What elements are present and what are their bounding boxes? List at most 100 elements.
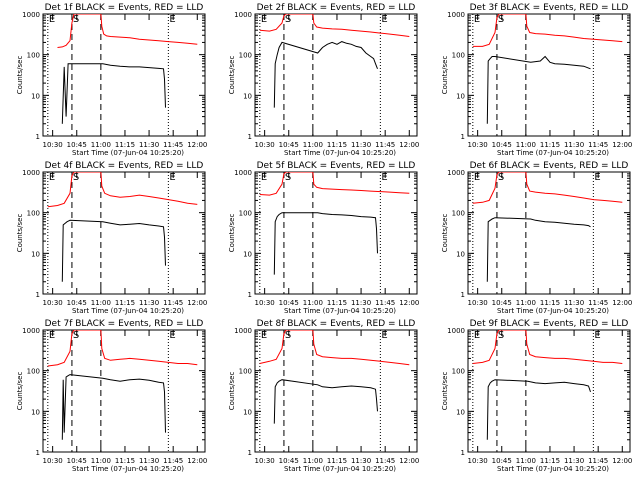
x-tick-label: 10:45 — [492, 141, 512, 149]
x-tick-label: 11:30 — [139, 299, 159, 307]
series-line-events — [486, 217, 591, 282]
x-tick-label: 10:30 — [468, 457, 488, 465]
y-tick-label: 1000 — [234, 169, 252, 177]
marker-label-S: S — [73, 172, 79, 183]
x-axis-label: Start Time (07-Jun-04 10:25:20) — [72, 307, 184, 315]
y-tick-label: 1 — [36, 449, 40, 457]
y-axis-label: Counts/sec — [16, 214, 24, 253]
x-tick-label: 11:15 — [327, 299, 347, 307]
x-tick-label: 10:30 — [43, 457, 63, 465]
y-tick-label: 1 — [248, 449, 252, 457]
x-tick-label: 10:30 — [468, 299, 488, 307]
x-tick-label: 11:45 — [375, 299, 395, 307]
y-tick-label: 1000 — [447, 169, 465, 177]
x-tick-label: 10:45 — [492, 457, 512, 465]
x-tick-label: 11:30 — [564, 457, 584, 465]
series-line-lld — [57, 14, 198, 48]
y-tick-label: 10 — [243, 408, 252, 416]
marker-label-S: S — [73, 14, 79, 25]
x-tick-label: 11:15 — [115, 141, 135, 149]
marker-label-E: E — [261, 172, 267, 183]
x-tick-label: 11:15 — [115, 299, 135, 307]
y-tick-label: 10 — [243, 250, 252, 258]
y-tick-label: 100 — [239, 52, 252, 60]
x-tick-label: 11:45 — [163, 299, 183, 307]
y-tick-label: 100 — [452, 368, 465, 376]
x-tick-label: 11:15 — [327, 141, 347, 149]
y-tick-label: 10 — [456, 408, 465, 416]
y-axis-label: Counts/sec — [228, 56, 236, 95]
x-tick-label: 12:00 — [612, 141, 632, 149]
series-line-lld — [472, 14, 623, 47]
panel-title: Det 5f BLACK = Events, RED = LLD — [257, 161, 416, 171]
marker-label-E: E — [169, 172, 175, 183]
x-tick-label: 11:00 — [91, 141, 111, 149]
y-tick-label: 100 — [27, 52, 40, 60]
marker-label-E: E — [381, 14, 387, 25]
series-line-lld — [472, 172, 623, 204]
y-axis-label: Counts/sec — [16, 372, 24, 411]
x-tick-label: 11:00 — [91, 299, 111, 307]
y-tick-label: 1000 — [234, 11, 252, 19]
x-tick-label: 12:00 — [399, 299, 419, 307]
series-line-lld — [47, 330, 198, 367]
panel-det-2: Det 2f BLACK = Events, RED = LLD 1 10 100 10… — [228, 3, 419, 157]
panel-title: Det 4f BLACK = Events, RED = LLD — [45, 161, 204, 171]
marker-label-E: E — [169, 330, 175, 341]
panel-title: Det 9f BLACK = Events, RED = LLD — [470, 319, 629, 329]
panel-det-3: Det 3f BLACK = Events, RED = LLD 1 10 100 10… — [441, 3, 632, 157]
y-axis-label: Counts/sec — [441, 372, 449, 411]
x-tick-label: 10:30 — [468, 141, 488, 149]
series-line-lld — [259, 172, 410, 196]
y-tick-label: 1000 — [447, 327, 465, 335]
x-tick-label: 12:00 — [187, 457, 207, 465]
y-tick-label: 10 — [456, 92, 465, 100]
y-tick-label: 10 — [31, 250, 40, 258]
series-line-events — [486, 379, 591, 440]
panel-det-5: Det 5f BLACK = Events, RED = LLD 1 10 100 10… — [228, 161, 419, 315]
panel-title: Det 6f BLACK = Events, RED = LLD — [470, 161, 629, 171]
series-line-events — [273, 379, 378, 424]
panel-title: Det 7f BLACK = Events, RED = LLD — [45, 319, 204, 329]
y-tick-label: 1000 — [22, 11, 40, 19]
x-tick-label: 12:00 — [187, 299, 207, 307]
y-tick-label: 1000 — [447, 11, 465, 19]
x-tick-label: 10:30 — [43, 141, 63, 149]
y-tick-label: 100 — [27, 368, 40, 376]
marker-label-S: S — [498, 330, 504, 341]
y-tick-label: 1000 — [22, 169, 40, 177]
marker-label-E: E — [381, 330, 387, 341]
series-line-events — [61, 219, 166, 282]
y-tick-label: 1 — [461, 291, 465, 299]
panel-det-7: Det 7f BLACK = Events, RED = LLD 1 10 100 10… — [16, 319, 207, 473]
x-axis-label: Start Time (07-Jun-04 10:25:20) — [284, 465, 396, 473]
x-axis-label: Start Time (07-Jun-04 10:25:20) — [497, 465, 609, 473]
x-tick-label: 11:45 — [163, 141, 183, 149]
series-line-events — [273, 212, 378, 275]
marker-label-E: E — [169, 14, 175, 25]
marker-label-E: E — [594, 330, 600, 341]
marker-label-E: E — [261, 330, 267, 341]
x-axis-label: Start Time (07-Jun-04 10:25:20) — [497, 307, 609, 315]
series-line-events — [486, 55, 591, 124]
plot-frame — [467, 13, 631, 137]
x-tick-label: 11:00 — [516, 141, 536, 149]
panel-title: Det 2f BLACK = Events, RED = LLD — [257, 3, 416, 13]
y-axis-label: Counts/sec — [228, 372, 236, 411]
marker-label-S: S — [285, 330, 291, 341]
plot-frame — [42, 13, 206, 137]
plot-frame — [254, 171, 418, 295]
marker-label-E: E — [474, 330, 480, 341]
panel-title: Det 3f BLACK = Events, RED = LLD — [470, 3, 629, 13]
x-tick-label: 11:30 — [139, 457, 159, 465]
x-tick-label: 10:30 — [255, 299, 275, 307]
x-tick-label: 11:45 — [588, 141, 608, 149]
x-tick-label: 11:45 — [588, 299, 608, 307]
y-axis-label: Counts/sec — [16, 56, 24, 95]
x-tick-label: 12:00 — [399, 141, 419, 149]
x-tick-label: 12:00 — [187, 141, 207, 149]
x-tick-label: 10:45 — [279, 141, 299, 149]
y-tick-label: 10 — [31, 408, 40, 416]
x-tick-label: 12:00 — [612, 299, 632, 307]
panel-title: Det 8f BLACK = Events, RED = LLD — [257, 319, 416, 329]
